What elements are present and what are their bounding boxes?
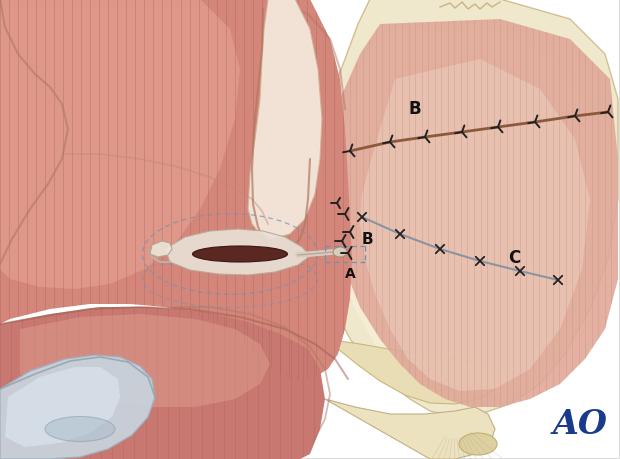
Ellipse shape (333, 247, 347, 257)
Polygon shape (0, 0, 240, 289)
Polygon shape (315, 0, 618, 417)
Polygon shape (20, 314, 270, 407)
Polygon shape (5, 367, 120, 447)
Polygon shape (360, 60, 590, 391)
Text: B: B (362, 232, 374, 247)
Ellipse shape (192, 246, 288, 263)
Ellipse shape (45, 417, 115, 442)
Polygon shape (0, 308, 325, 459)
Polygon shape (248, 0, 322, 240)
Polygon shape (325, 399, 495, 459)
Text: B: B (409, 100, 422, 118)
Polygon shape (330, 20, 618, 407)
Text: AO: AO (552, 408, 608, 441)
Text: A: A (345, 266, 355, 280)
Polygon shape (0, 355, 155, 459)
Polygon shape (333, 25, 600, 399)
Polygon shape (325, 339, 500, 404)
Polygon shape (150, 241, 172, 257)
Ellipse shape (459, 433, 497, 455)
Polygon shape (0, 0, 352, 381)
Polygon shape (165, 230, 310, 275)
Text: C: C (508, 248, 520, 266)
